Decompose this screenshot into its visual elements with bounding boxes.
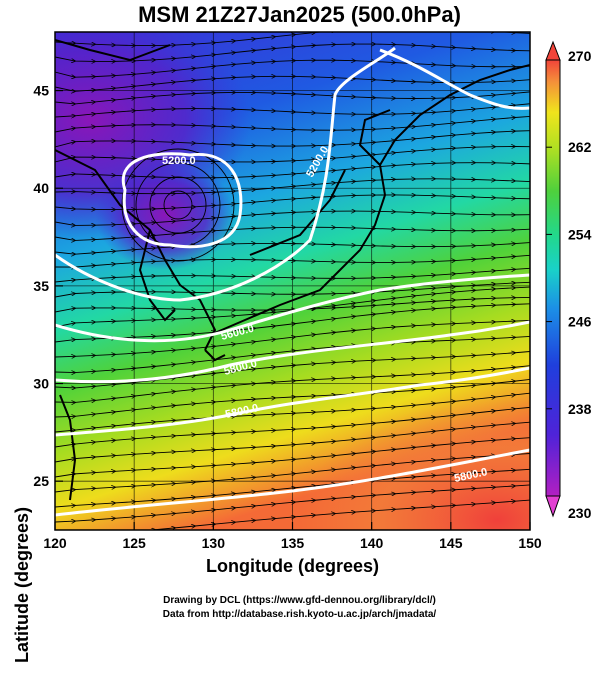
colorbar-tick-label: 246 xyxy=(568,314,592,330)
x-tick-label: 130 xyxy=(202,535,226,551)
x-tick-label: 145 xyxy=(439,535,463,551)
x-tick-label: 140 xyxy=(360,535,384,551)
x-tick-label: 150 xyxy=(518,535,542,551)
x-axis-label: Longitude (degrees) xyxy=(205,556,379,576)
streamline-loop xyxy=(163,190,193,220)
streamline xyxy=(55,91,530,104)
streamline xyxy=(55,211,530,225)
colorbar-tick-label: 230 xyxy=(568,505,592,521)
colorbar-tick-label: 254 xyxy=(568,226,592,242)
streamline xyxy=(55,242,530,254)
streamline xyxy=(55,500,530,530)
streamline xyxy=(55,103,530,117)
streamline xyxy=(55,268,530,282)
height-contours xyxy=(55,46,530,517)
x-tick-label: 120 xyxy=(43,535,67,551)
streamline xyxy=(55,163,530,178)
x-tick-label: 125 xyxy=(122,535,146,551)
wind-streamlines xyxy=(55,32,530,530)
coastlines xyxy=(55,39,530,501)
y-axis-label: Latitude (degrees) xyxy=(12,506,32,664)
x-tick-label: 135 xyxy=(281,535,305,551)
y-tick-label: 25 xyxy=(33,473,49,489)
y-tick-label: 35 xyxy=(33,278,49,294)
footer-credit: Drawing by DCL (https://www.gfd-dennou.o… xyxy=(163,595,436,606)
map-axes: 120 125 130 135 140 145 150 25 30 35 40 45 xyxy=(33,83,541,551)
contour-label: 5200.0 xyxy=(162,155,196,167)
streamline xyxy=(55,76,530,91)
y-tick-label: 40 xyxy=(33,180,49,196)
map-title: MSM 21Z27Jan2025 (500.0hPa) xyxy=(138,2,461,27)
streamline xyxy=(55,227,530,240)
colorbar xyxy=(545,40,561,518)
streamline-loop xyxy=(121,148,235,262)
colorbar-ticks: 270 262 254 246 238 230 xyxy=(546,48,592,521)
map-figure: 5200.0 5200.0 5600.0 5800.0 5800.0 5800.… xyxy=(33,31,592,551)
y-tick-label: 45 xyxy=(33,83,49,99)
y-tick-label: 30 xyxy=(33,376,49,392)
colorbar-tick-label: 270 xyxy=(568,48,592,64)
footer-source: Data from http://database.rish.kyoto-u.a… xyxy=(162,609,437,620)
colorbar-tick-label: 262 xyxy=(568,139,592,155)
colorbar-tick-label: 238 xyxy=(568,401,592,417)
streamline xyxy=(55,255,530,267)
streamline-loop xyxy=(149,176,207,234)
